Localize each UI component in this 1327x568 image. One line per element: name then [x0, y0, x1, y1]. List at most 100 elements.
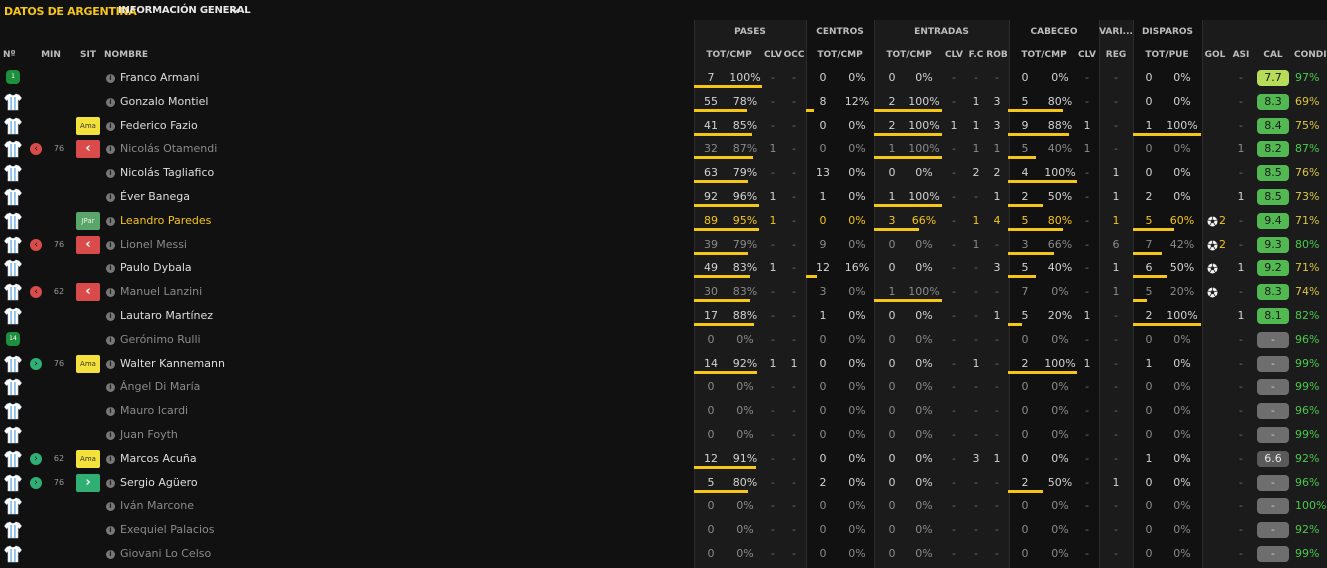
table-row[interactable]: ‹ 62 ‹ i Manuel Lanzini 30 83% - -3 0% 1 100% - - -7 0%… — [0, 280, 1327, 304]
table-row[interactable]: › 76 › i Sergio Agüero 5 80% - -2 0% 0 0% - - -2 50% -1 0… — [0, 471, 1327, 495]
col-num[interactable]: Nº — [3, 50, 16, 60]
info-icon[interactable]: i — [106, 550, 115, 559]
ball-icon — [1207, 287, 1218, 298]
info-icon[interactable]: i — [106, 74, 115, 83]
info-icon[interactable]: i — [106, 312, 115, 321]
entradas-clv: - — [952, 356, 956, 370]
player-name[interactable]: Nicolás Tagliafico — [120, 166, 215, 180]
col-sit[interactable]: SIT — [80, 50, 96, 60]
info-icon[interactable]: i — [106, 359, 115, 369]
player-name[interactable]: Lautaro Martínez — [120, 309, 214, 322]
info-icon[interactable]: i — [106, 97, 115, 107]
pases-bar — [694, 275, 750, 279]
player-name[interactable]: Lionel Messi — [120, 237, 187, 251]
player-name[interactable]: Gerónimo Rulli — [120, 332, 201, 346]
player-name[interactable]: Éver Banega — [120, 190, 190, 203]
col-disparos-totpue[interactable]: TOT/PUE — [1145, 50, 1189, 60]
player-name[interactable]: Federico Fazio — [120, 118, 198, 132]
table-row[interactable]: 14 i Gerónimo Rulli 0 0% - -0 0% 0 0% - - -0 0% - -0 0% -… — [0, 328, 1327, 352]
info-icon[interactable]: i — [106, 193, 115, 202]
info-icon[interactable]: i — [106, 478, 115, 488]
info-icon[interactable]: i — [106, 240, 115, 250]
pases-bar — [694, 251, 748, 255]
player-name[interactable]: Leandro Paredes — [120, 213, 212, 227]
player-name[interactable]: Ángel Di María — [120, 380, 201, 394]
player-name[interactable]: Sergio Agüero — [120, 475, 198, 489]
player-name[interactable]: Paulo Dybala — [120, 261, 192, 275]
player-name[interactable]: Mauro Icardi — [120, 404, 189, 418]
col-nombre[interactable]: NOMBRE — [104, 50, 149, 60]
table-row[interactable]: i Iván Marcone 0 0% - -0 0% 0 0% - - -0 0% - -0 0% - -100… — [0, 494, 1327, 518]
player-name[interactable]: Exequiel Palacios — [120, 523, 215, 537]
info-icon[interactable]: i — [106, 121, 115, 131]
col-pases-clv[interactable]: CLV — [763, 50, 783, 60]
table-row[interactable]: i Lautaro Martínez 17 88% - -1 0% 0 0% - -1 5 20% 1-2… — [0, 304, 1327, 328]
col-centros-totcmp[interactable]: TOT/CMP — [817, 50, 863, 60]
table-row[interactable]: i Juan Foyth 0 0% - -0 0% 0 0% - - -0 0% - -0 0% - -99% — [0, 423, 1327, 447]
info-icon[interactable]: i — [106, 145, 115, 155]
table-row[interactable]: › 62 Ama i Marcos Acuña 12 91% - -0 0% 0 0% -3 1 0 0% - -… — [0, 447, 1327, 471]
table-row[interactable]: i Exequiel Palacios 0 0% - -0 0% 0 0% - - -0 0% - -0 0%… — [0, 518, 1327, 542]
info-icon[interactable]: i — [106, 169, 115, 179]
pases-pct: 78% — [732, 94, 758, 108]
minute: 76 — [53, 239, 65, 249]
table-row[interactable]: 1 i Franco Armani 7 100% - -0 0% 0 0% - - -0 0% - -0 0% -… — [0, 66, 1327, 90]
col-pases-occ[interactable]: OCC — [783, 50, 805, 60]
tab-datos-argentina[interactable]: DATOS DE ARGENTINA — [4, 5, 137, 18]
cabeceo-total: 2 — [1021, 356, 1029, 370]
col-cal[interactable]: CAL — [1263, 50, 1283, 60]
col-cabeceo-totcmp[interactable]: TOT/CMP — [1021, 50, 1067, 60]
tab-informacion-general[interactable]: INFORMACIÓN GENERAL — [118, 5, 251, 16]
chevron-down-icon[interactable] — [230, 6, 240, 16]
info-icon[interactable]: i — [106, 216, 115, 226]
info-icon[interactable]: i — [106, 454, 115, 464]
player-name[interactable]: Nicolás Otamendi — [120, 142, 218, 156]
player-name[interactable]: Manuel Lanzini — [120, 285, 203, 299]
table-row[interactable]: i Nicolás Tagliafico 63 79% - -13 0% 0 0% -2 2 4 100… — [0, 161, 1327, 185]
table-row[interactable]: i Mauro Icardi 0 0% - -0 0% 0 0% - - -0 0% - -0 0% - -96% — [0, 399, 1327, 423]
info-icon[interactable]: i — [106, 383, 115, 393]
info-icon[interactable]: i — [106, 431, 115, 440]
col-entradas-clv[interactable]: CLV — [944, 50, 964, 60]
disparos-pct: 0% — [1173, 380, 1191, 394]
table-row[interactable]: i Paulo Dybala 49 83% 1-12 16% 0 0% - -3 5 40% -1 6 50… — [0, 256, 1327, 280]
table-row[interactable]: i Éver Banega 92 96% 1-1 0% 1 100% - -1 2 50% -1 2 0% 1… — [0, 185, 1327, 209]
info-icon[interactable]: i — [106, 264, 115, 274]
table-row[interactable]: i Giovani Lo Celso 0 0% - - 0 0% 0 0% - - - 0 0% - - 0 0% -… — [0, 542, 1327, 566]
centros-total: 0 — [819, 404, 827, 418]
col-entradas-fc[interactable]: F.C — [968, 50, 984, 60]
player-name[interactable]: Juan Foyth — [120, 428, 178, 441]
col-min[interactable]: MIN — [41, 50, 61, 60]
col-pases-totcmp[interactable]: TOT/CMP — [706, 50, 752, 60]
table-row[interactable]: i Gonzalo Montiel 55 78% - -8 12% 2 100% -1 3 5 80% -… — [0, 90, 1327, 114]
table-row[interactable]: Ama i Federico Fazio 41 85% - -0 0% 2 100% 1 1 3 9 88%… — [0, 114, 1327, 138]
col-entradas-rob[interactable]: ROB — [986, 50, 1008, 60]
entradas-pct: 0% — [915, 451, 933, 465]
col-condicion[interactable]: CONDIC — [1294, 50, 1327, 60]
info-icon[interactable]: i — [106, 526, 115, 536]
entradas-rob: - — [995, 404, 999, 418]
col-varios-reg[interactable]: REG — [1105, 50, 1127, 60]
player-name[interactable]: Gonzalo Montiel — [120, 94, 209, 108]
player-name[interactable]: Franco Armani — [120, 71, 200, 84]
col-entradas-totcmp[interactable]: TOT/CMP — [886, 50, 932, 60]
condition-value: 100% — [1295, 499, 1327, 513]
col-gol[interactable]: GOL — [1204, 50, 1226, 60]
player-name[interactable]: Giovani Lo Celso — [120, 547, 212, 560]
info-icon[interactable]: i — [106, 502, 115, 512]
info-icon[interactable]: i — [106, 407, 115, 417]
pases-occ: - — [792, 71, 796, 84]
player-name[interactable]: Walter Kannemann — [120, 356, 225, 370]
table-row[interactable]: ‹ 76 ‹ i Lionel Messi 39 79% - -9 0% 0 0% -1-3 66% -6 7… — [0, 233, 1327, 257]
info-icon[interactable]: i — [106, 335, 115, 345]
col-asi[interactable]: ASI — [1232, 50, 1250, 60]
cabeceo-total: 0 — [1021, 428, 1029, 441]
player-name[interactable]: Marcos Acuña — [120, 451, 197, 465]
table-row[interactable]: JPar i Leandro Paredes 89 95% 1-0 0% 3 66% -1 4 5 80… — [0, 209, 1327, 233]
table-row[interactable]: › 76 Ama i Walter Kannemann 14 92% 1 1 0 0% 0 0% -1-2… — [0, 352, 1327, 376]
table-row[interactable]: ‹ 76 ‹ i Nicolás Otamendi 32 87% 1-0 0% 1 100% -1 1 5… — [0, 137, 1327, 161]
info-icon[interactable]: i — [106, 288, 115, 298]
player-name[interactable]: Iván Marcone — [120, 499, 194, 513]
table-row[interactable]: i Ángel Di María 0 0% - -0 0% 0 0% - - -0 0% - -0 0% - -9… — [0, 375, 1327, 399]
col-cabeceo-clv[interactable]: CLV — [1077, 50, 1097, 60]
